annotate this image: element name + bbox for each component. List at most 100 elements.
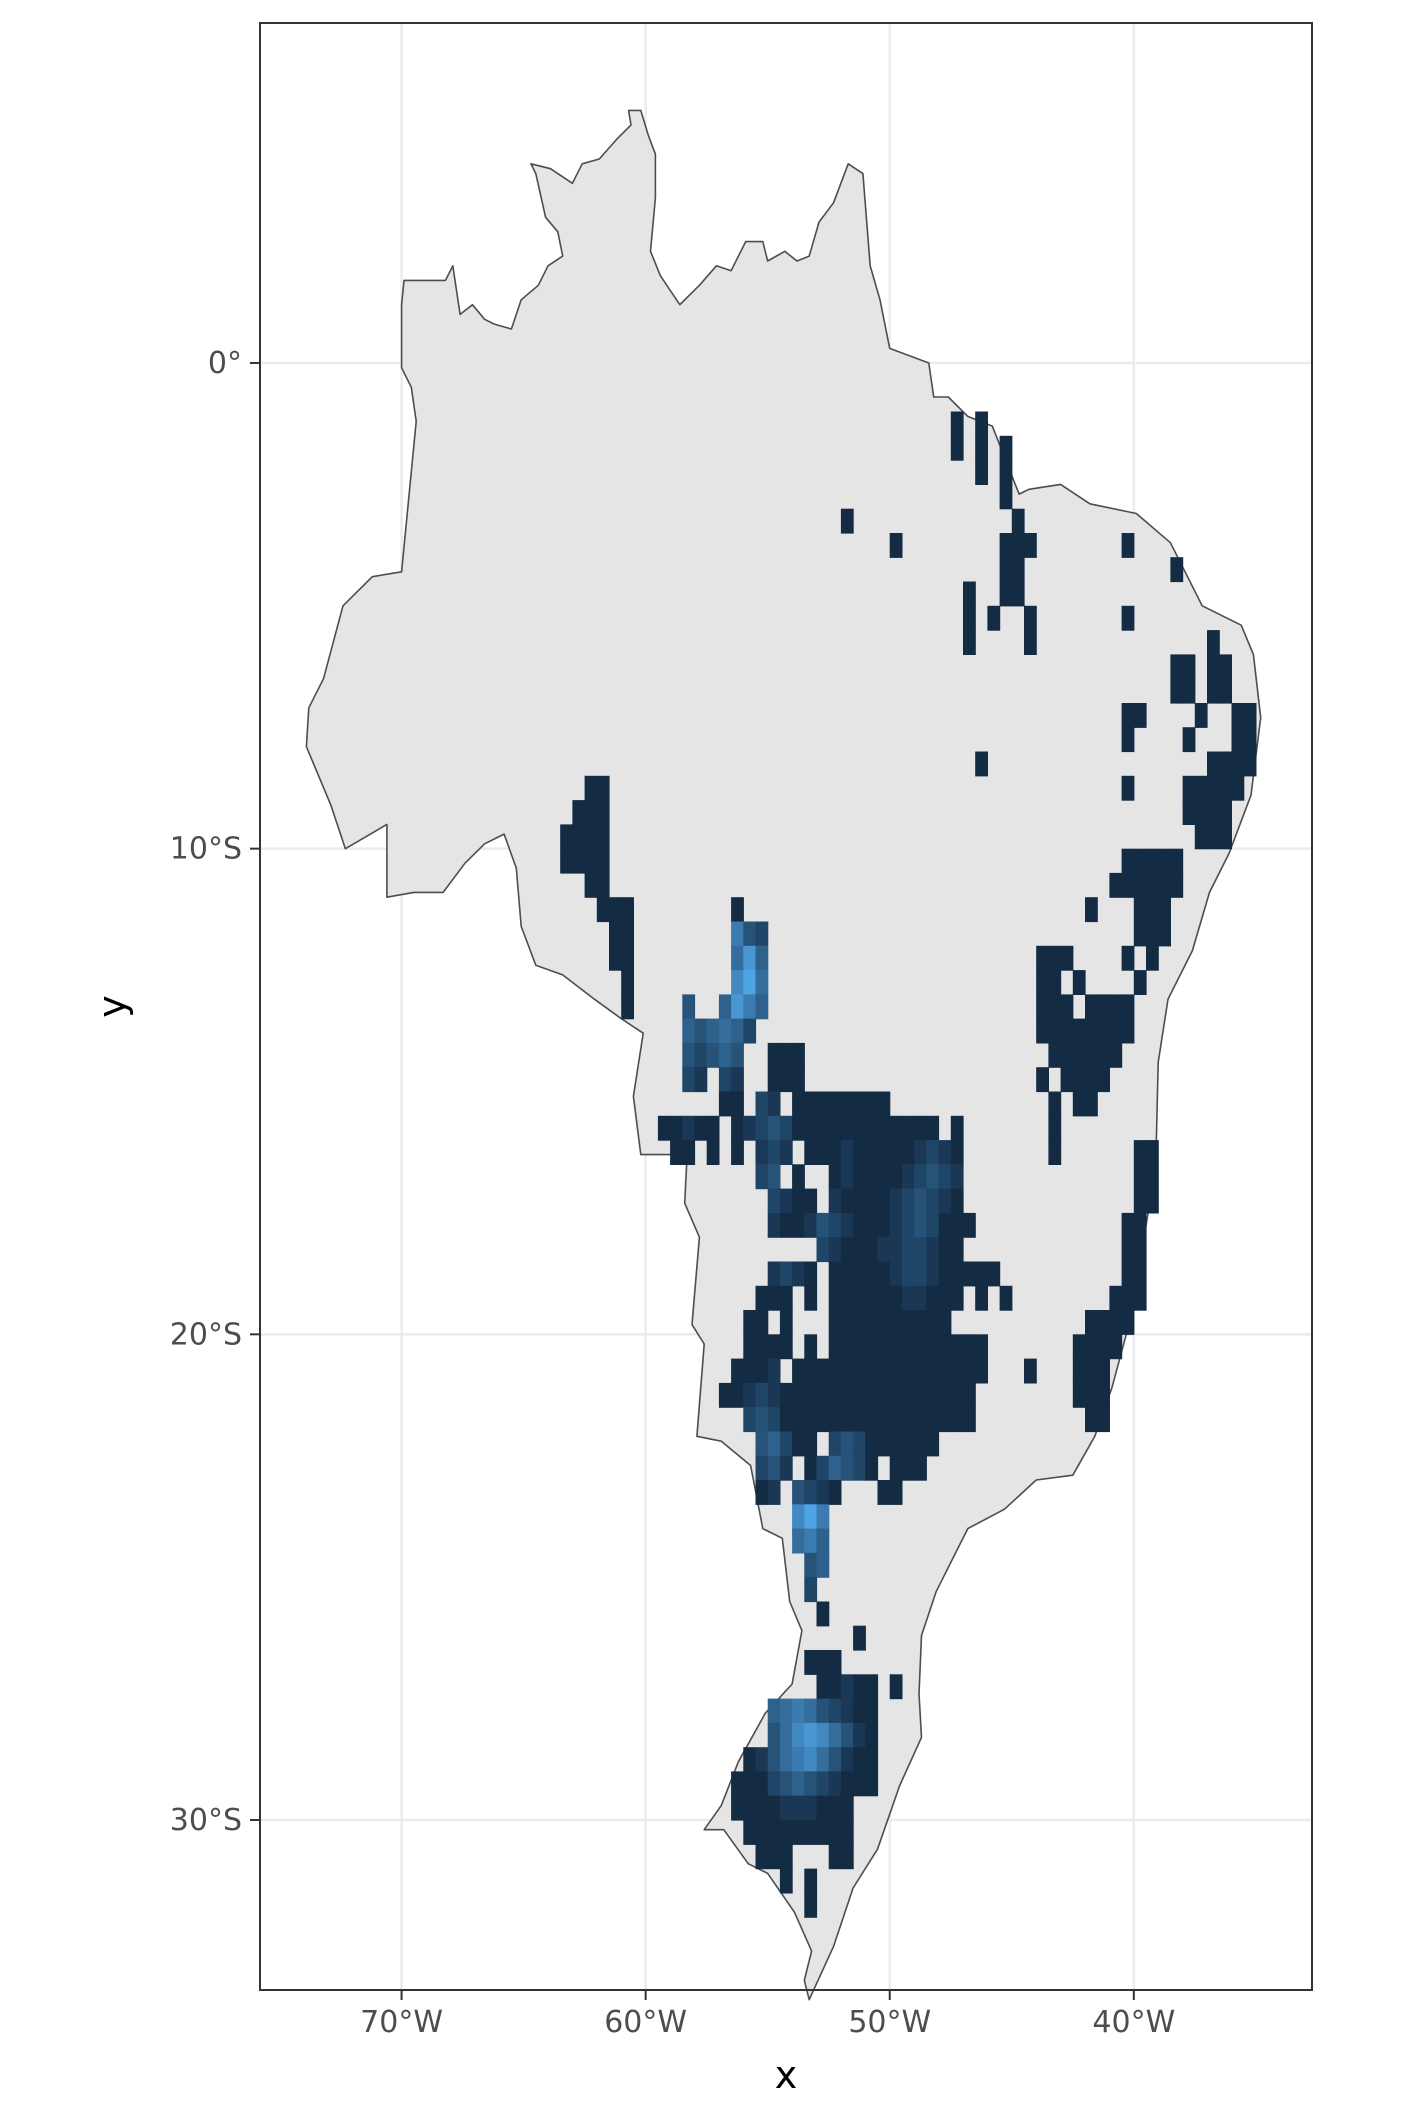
raster-cell — [999, 1285, 1013, 1311]
raster-cell — [1072, 1018, 1086, 1044]
raster-cell — [853, 1625, 866, 1651]
raster-cell — [1194, 824, 1208, 850]
raster-cell — [1219, 775, 1232, 801]
raster-cell — [926, 1115, 940, 1141]
raster-cell — [596, 872, 610, 898]
raster-cell — [1109, 872, 1123, 898]
raster-cell — [743, 1310, 757, 1335]
raster-cell — [889, 1188, 903, 1214]
raster-cell — [828, 1747, 842, 1773]
raster-cell — [1060, 1067, 1074, 1093]
raster-cell — [1048, 1091, 1062, 1117]
raster-cell — [938, 1285, 952, 1311]
raster-cell — [1182, 727, 1196, 753]
raster-cell — [1243, 727, 1257, 753]
raster-cell — [1121, 994, 1135, 1020]
raster-cell — [853, 1188, 866, 1214]
raster-cell — [804, 1480, 818, 1505]
raster-cell — [743, 1771, 757, 1797]
y-tick-label: 0° — [208, 346, 242, 381]
raster-cell — [938, 1382, 952, 1408]
raster-cell — [1219, 654, 1232, 680]
raster-cell — [889, 1212, 903, 1238]
raster-cell — [926, 1310, 940, 1335]
raster-cell — [816, 1747, 830, 1773]
raster-cell — [950, 1140, 964, 1165]
raster-cell — [767, 1771, 781, 1797]
raster-cell — [1048, 970, 1062, 995]
raster-cell — [1133, 1164, 1147, 1190]
raster-cell — [865, 1698, 879, 1724]
raster-cell — [1085, 1382, 1098, 1408]
raster-cell — [816, 1771, 830, 1797]
raster-cell — [865, 1358, 879, 1384]
raster-cell — [1024, 1358, 1037, 1384]
raster-cell — [657, 1115, 671, 1141]
raster-cell — [1182, 678, 1196, 704]
raster-cell — [779, 1820, 793, 1845]
raster-cells — [560, 411, 1257, 1918]
raster-cell — [840, 1285, 854, 1311]
raster-cell — [963, 1261, 976, 1287]
raster-cell — [828, 1115, 842, 1141]
raster-cell — [1097, 1334, 1110, 1360]
raster-cell — [1133, 872, 1147, 898]
raster-cell — [779, 1431, 793, 1457]
raster-cell — [926, 1261, 940, 1287]
raster-cell — [950, 1261, 964, 1287]
raster-cell — [914, 1212, 927, 1238]
raster-cell — [877, 1285, 891, 1311]
raster-cell — [1085, 1091, 1098, 1117]
raster-cell — [840, 1674, 854, 1700]
raster-cell — [1219, 751, 1232, 777]
raster-cell — [975, 460, 988, 485]
raster-cell — [804, 1455, 818, 1481]
raster-cell — [828, 1650, 842, 1675]
raster-cell — [1182, 775, 1196, 801]
raster-cell — [596, 897, 610, 923]
raster-cell — [889, 1237, 903, 1263]
raster-cell — [694, 1115, 708, 1141]
raster-cell — [1024, 533, 1037, 558]
raster-cell — [779, 1455, 793, 1481]
raster-cell — [901, 1115, 915, 1141]
raster-cell — [1121, 872, 1135, 898]
raster-cell — [1085, 1067, 1098, 1093]
raster-cell — [926, 1334, 940, 1360]
raster-cell — [621, 921, 634, 947]
raster-cell — [914, 1407, 927, 1433]
raster-cell — [987, 1261, 1001, 1287]
raster-cell — [840, 1747, 854, 1773]
raster-cell — [865, 1455, 879, 1481]
raster-cell — [804, 1358, 818, 1384]
raster-cell — [779, 1334, 793, 1360]
raster-cell — [877, 1188, 891, 1214]
raster-cell — [779, 1868, 793, 1894]
raster-cell — [853, 1140, 866, 1165]
raster-cell — [816, 1552, 830, 1578]
raster-cell — [755, 1285, 769, 1311]
raster-cell — [718, 1091, 732, 1117]
raster-cell — [792, 1261, 805, 1287]
raster-cell — [999, 435, 1013, 461]
raster-cell — [792, 1067, 805, 1093]
raster-cell — [804, 1577, 818, 1603]
raster-cell — [1158, 897, 1171, 923]
raster-cell — [1133, 897, 1147, 923]
raster-cell — [767, 1115, 781, 1141]
raster-cell — [572, 848, 586, 874]
raster-cell — [743, 1115, 757, 1141]
raster-cell — [865, 1722, 879, 1748]
raster-cell — [560, 824, 573, 850]
raster-cell — [1146, 848, 1159, 874]
raster-cell — [975, 1358, 988, 1384]
raster-cell — [840, 1455, 854, 1481]
raster-cell — [914, 1261, 927, 1287]
raster-cell — [755, 1480, 769, 1505]
raster-cell — [792, 1358, 805, 1384]
x-tick-label: 40°W — [1092, 2005, 1175, 2040]
raster-cell — [828, 1698, 842, 1724]
raster-cell — [963, 581, 976, 607]
raster-cell — [828, 1382, 842, 1408]
raster-cell — [682, 1067, 696, 1093]
